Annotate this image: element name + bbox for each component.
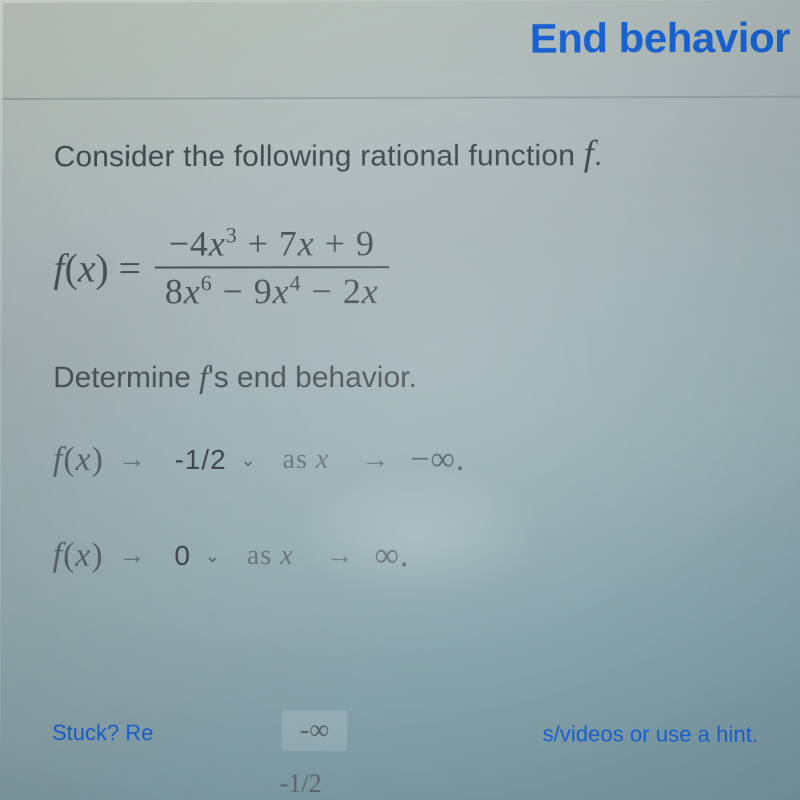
stuck-cut: Re	[125, 720, 153, 745]
numerator: −4x3 + 7x + 9	[159, 220, 385, 266]
denominator: 8x6 − 9x4 − 2x	[155, 268, 389, 314]
prompt-prefix: Consider the following rational function	[54, 139, 584, 173]
determine-prefix: Determine	[53, 361, 199, 394]
determine-text: Determine f's end behavior.	[53, 358, 771, 395]
infinity-symbol: ∞	[375, 537, 400, 575]
function-formula: f(x) = −4x3 + 7x + 9 8x6 − 9x4 − 2x	[53, 220, 770, 315]
prompt-text: Consider the following rational function…	[54, 132, 771, 176]
determine-func: f	[199, 358, 208, 394]
formula-lhs: f(x) =	[53, 244, 141, 291]
period: .	[400, 537, 410, 575]
as-label: as x	[247, 540, 294, 572]
divider	[2, 96, 800, 100]
stuck-link[interactable]: Stuck? Re	[52, 720, 153, 746]
answer-row-neg-infinity: f(x) → -1/2 ⌄ as x → −∞.	[53, 441, 772, 479]
fx-label: f(x)	[53, 537, 104, 575]
determine-suffix: 's end behavior.	[208, 361, 417, 394]
x-symbol: x	[280, 540, 293, 571]
answer-row-pos-infinity: f(x) → 0 ⌄ as x → ∞.	[53, 537, 772, 576]
footer: Stuck? Re s/videos or use a hint.	[52, 720, 772, 748]
page-title: End behavior	[530, 14, 790, 63]
limit-dropdown-neg[interactable]: -1/2 ⌄	[167, 442, 265, 478]
limit-sign: −	[410, 441, 430, 479]
chevron-down-icon: ⌄	[205, 545, 221, 566]
prompt-suffix: .	[594, 139, 603, 172]
prompt-func-symbol: f	[584, 133, 594, 173]
dropdown-value: 0	[174, 540, 191, 572]
period: .	[456, 441, 466, 479]
infinity-symbol: ∞	[431, 441, 456, 479]
as-label: as x	[283, 444, 330, 476]
arrow-icon: →	[361, 444, 390, 476]
fraction: −4x3 + 7x + 9 8x6 − 9x4 − 2x	[155, 220, 389, 314]
dropdown-value: -1/2	[175, 444, 227, 476]
stuck-label: Stuck?	[52, 720, 119, 745]
x-symbol: x	[316, 444, 329, 475]
chevron-down-icon: ⌄	[241, 449, 257, 470]
dropdown-option-neg-half[interactable]: -1/2	[280, 769, 322, 799]
fx-label: f(x)	[53, 441, 104, 479]
as-word: as	[247, 540, 272, 571]
limit-dropdown-pos[interactable]: 0 ⌄	[166, 538, 229, 574]
hint-link[interactable]: s/videos or use a hint.	[543, 721, 759, 748]
arrow-icon: →	[326, 540, 355, 572]
arrow-icon: →	[118, 540, 147, 572]
as-word: as	[283, 444, 308, 475]
arrow-icon: →	[118, 444, 147, 476]
